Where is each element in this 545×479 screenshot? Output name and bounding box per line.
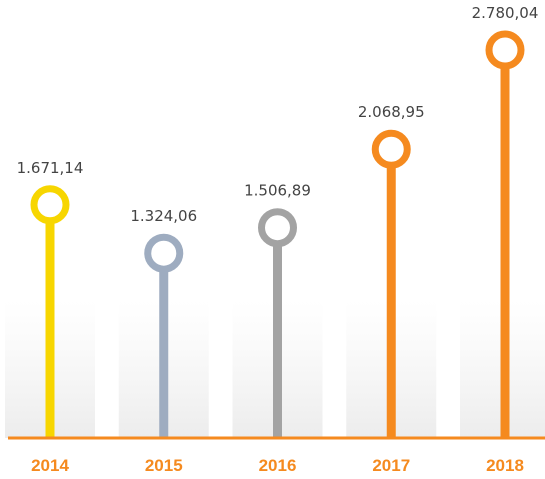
value-label: 1.324,06 bbox=[130, 207, 197, 225]
x-tick-label: 2014 bbox=[31, 456, 69, 475]
value-label: 2.068,95 bbox=[358, 103, 425, 121]
x-tick-label: 2015 bbox=[145, 456, 183, 475]
x-tick-label: 2018 bbox=[486, 456, 524, 475]
value-label: 1.506,89 bbox=[244, 182, 311, 200]
plot: 1.671,14 2014 1.324,06 2015 1.506,89 2016 2.06… bbox=[8, 4, 545, 475]
value-label: 1.671,14 bbox=[17, 159, 84, 177]
x-tick-label: 2017 bbox=[372, 456, 410, 475]
value-label: 2.780,04 bbox=[472, 4, 539, 22]
lollipop-head bbox=[30, 185, 70, 225]
lollipop-head bbox=[144, 233, 184, 273]
lollipop-head bbox=[485, 30, 525, 70]
x-tick-label: 2016 bbox=[259, 456, 297, 475]
lollipop-head bbox=[371, 129, 411, 169]
lollipop-head bbox=[258, 208, 297, 248]
